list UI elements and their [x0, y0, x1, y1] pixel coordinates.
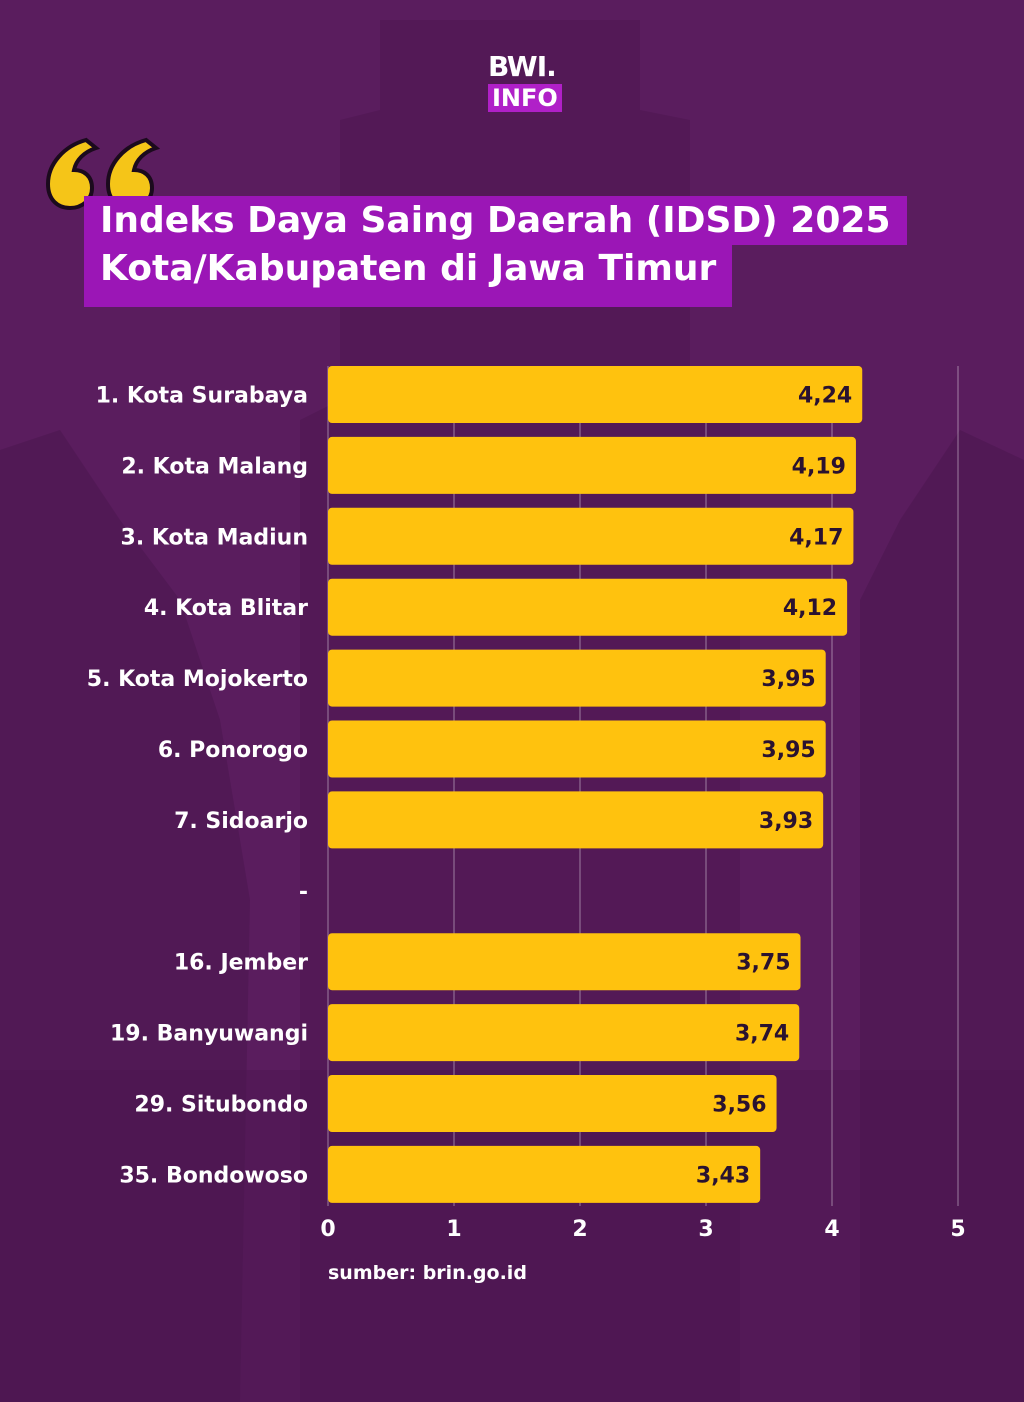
x-tick-label: 3 — [698, 1217, 713, 1242]
logo-text-bottom: INFO — [488, 84, 562, 112]
bar — [328, 1075, 777, 1132]
bar — [328, 436, 856, 494]
bar — [328, 578, 848, 636]
category-label: 7. Sidoarjo — [174, 809, 308, 834]
bar — [328, 366, 863, 423]
value-label: 4,24 — [798, 384, 852, 409]
value-label: 3,95 — [761, 667, 815, 692]
value-label: 3,43 — [696, 1163, 750, 1188]
category-label: 6. Ponorogo — [158, 738, 308, 763]
x-tick-label: 0 — [320, 1217, 335, 1242]
source-note: sumber: brin.go.id — [328, 1262, 527, 1284]
value-label: 3,93 — [759, 809, 813, 834]
value-label: 4,19 — [792, 454, 846, 479]
title-line-2: Kota/Kabupaten di Jawa Timur — [84, 244, 733, 307]
value-label: 4,12 — [783, 596, 837, 621]
bar — [328, 933, 801, 991]
value-label: 3,56 — [712, 1093, 766, 1118]
value-label: 3,75 — [736, 951, 790, 976]
value-label: 3,95 — [761, 738, 815, 763]
category-label: 19. Banyuwangi — [110, 1022, 308, 1047]
x-tick-label: 5 — [950, 1217, 965, 1242]
category-label: 4. Kota Blitar — [144, 596, 308, 621]
logo-text-top: BWI. — [488, 50, 557, 83]
bar — [328, 649, 826, 707]
x-tick-label: 2 — [572, 1217, 587, 1242]
category-label: 3. Kota Madiun — [121, 525, 308, 550]
x-tick-label: 1 — [446, 1217, 461, 1242]
category-label: 29. Situbondo — [134, 1093, 308, 1118]
bar — [328, 507, 854, 565]
bar — [328, 720, 826, 778]
bar — [328, 791, 824, 849]
x-tick-label: 4 — [824, 1217, 839, 1242]
category-label: 35. Bondowoso — [119, 1163, 308, 1188]
category-label: 16. Jember — [174, 951, 308, 976]
brand-logo: BWI. INFO — [485, 50, 565, 116]
bar — [328, 1004, 800, 1062]
category-label: - — [299, 880, 308, 905]
bar — [328, 1145, 761, 1203]
title-line-1: Indeks Daya Saing Daerah (IDSD) 2025 — [84, 196, 907, 245]
category-label: 2. Kota Malang — [121, 454, 308, 479]
category-label: 1. Kota Surabaya — [96, 384, 308, 409]
chart-title: Indeks Daya Saing Daerah (IDSD) 2025 Kot… — [84, 196, 984, 307]
category-label: 5. Kota Mojokerto — [87, 667, 308, 692]
value-label: 4,17 — [789, 525, 843, 550]
value-label: 3,74 — [735, 1022, 789, 1047]
